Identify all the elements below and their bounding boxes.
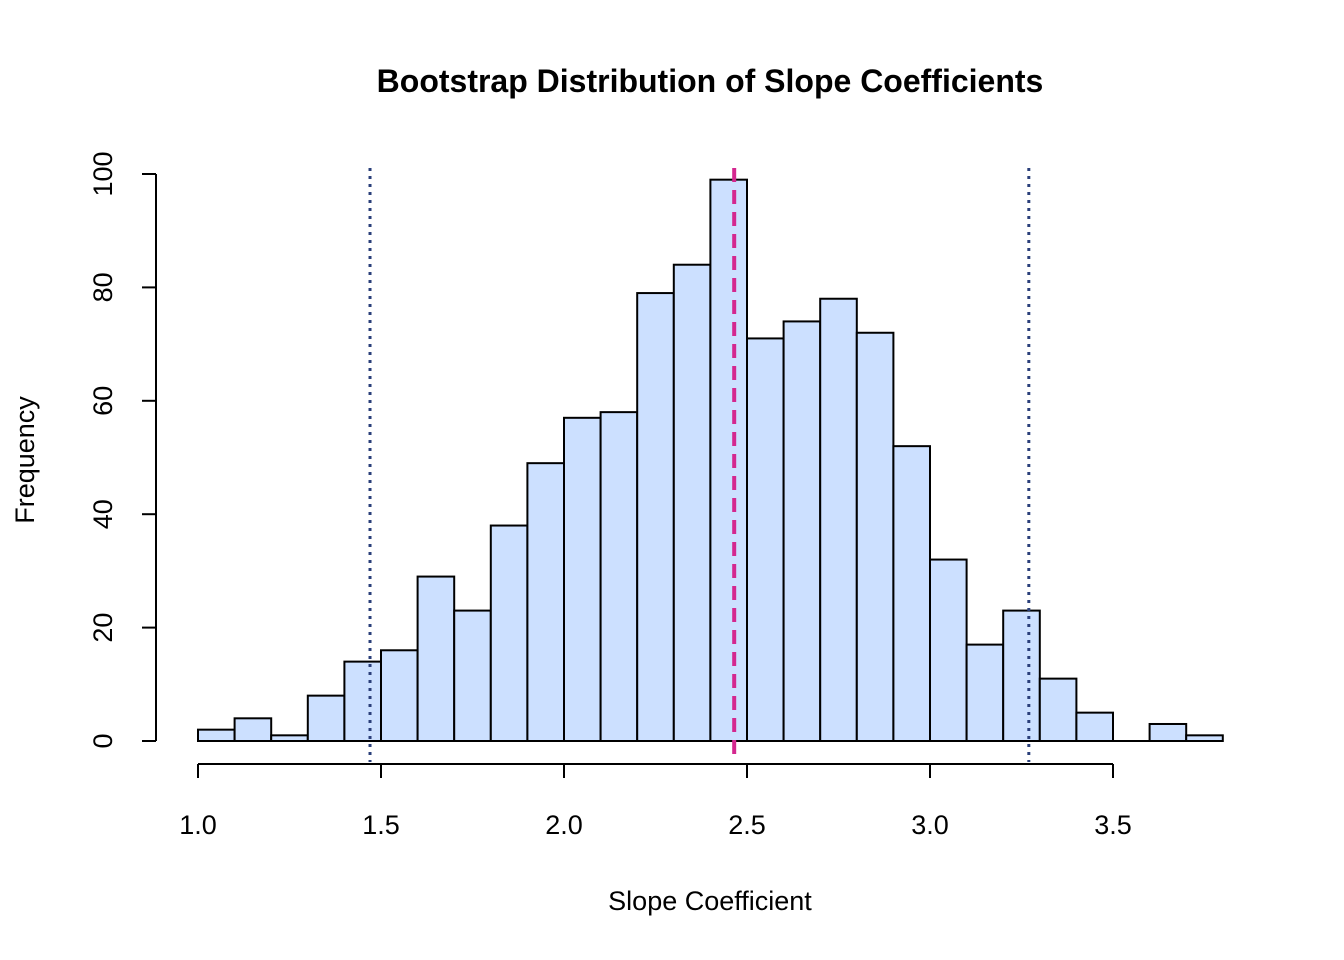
histogram-bar (672, 263, 712, 742)
histogram-bar (892, 445, 932, 742)
histogram-bar (489, 524, 529, 742)
x-tick-label: 3.5 (1094, 810, 1132, 840)
histogram-bar (965, 643, 1005, 742)
histogram-bar (526, 462, 566, 742)
y-tick-label: 80 (88, 272, 118, 302)
histogram-bar (343, 660, 382, 742)
histogram-bar (746, 337, 785, 742)
histogram-bar (306, 694, 346, 743)
histogram-bar (819, 297, 858, 742)
y-tick-label: 0 (88, 733, 118, 748)
histogram-bar (563, 416, 602, 742)
histogram-bar (380, 649, 419, 743)
histogram-bar (453, 609, 492, 743)
histogram-bar (636, 292, 675, 742)
histogram-bar (233, 717, 273, 743)
histogram-bar (1075, 711, 1115, 743)
y-tick-label: 60 (88, 386, 118, 416)
y-axis: 0 20 40 60 80 100 (88, 151, 157, 749)
x-tick-label: 1.5 (362, 810, 400, 840)
histogram-bar (270, 734, 309, 743)
y-tick-label: 40 (88, 499, 118, 529)
y-axis-label: Frequency (10, 396, 40, 524)
histogram-bar (782, 320, 822, 742)
x-tick-label: 1.0 (179, 810, 217, 840)
histogram-bar (1185, 734, 1224, 743)
histogram-bar (197, 728, 236, 742)
chart-title: Bootstrap Distribution of Slope Coeffici… (377, 63, 1044, 99)
y-tick-label: 100 (88, 151, 118, 196)
histogram-bar (599, 411, 639, 742)
histogram-bar (709, 178, 749, 743)
reference-lines-group (368, 168, 1031, 762)
histogram-bar (929, 558, 968, 742)
histogram-bar (1002, 609, 1041, 743)
x-axis-label: Slope Coefficient (608, 886, 812, 916)
histogram-bar (1038, 677, 1078, 743)
histogram-bar (1148, 722, 1188, 742)
histogram-bar (416, 575, 456, 742)
y-tick-label: 20 (88, 613, 118, 643)
x-axis: 1.0 1.5 2.0 2.5 3.0 3.5 (179, 763, 1132, 840)
x-tick-label: 2.5 (728, 810, 766, 840)
x-tick-label: 3.0 (911, 810, 949, 840)
x-tick-label: 2.0 (545, 810, 583, 840)
histogram-bar (855, 331, 895, 742)
bars-group (197, 178, 1224, 743)
